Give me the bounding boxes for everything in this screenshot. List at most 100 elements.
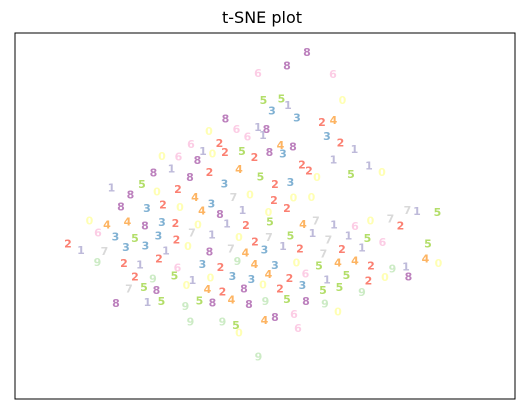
point-digit-6: 6 [379, 236, 387, 249]
point-digit-8: 8 [302, 295, 310, 308]
point-digit-9: 9 [234, 255, 242, 268]
point-digit-6: 6 [244, 130, 252, 143]
point-digit-1: 1 [239, 204, 247, 217]
point-digit-1: 1 [358, 242, 366, 255]
point-digit-3: 3 [299, 279, 307, 292]
point-digit-2: 2 [155, 253, 163, 266]
point-digit-7: 7 [325, 234, 333, 247]
point-digit-9: 9 [321, 298, 329, 311]
point-digit-2: 2 [286, 272, 294, 285]
point-digit-0: 0 [86, 215, 94, 228]
point-digit-2: 2 [159, 199, 167, 212]
point-digit-6: 6 [329, 68, 337, 81]
point-digit-2: 2 [270, 194, 278, 207]
point-digit-1: 1 [279, 240, 287, 253]
point-digit-9: 9 [187, 315, 195, 328]
point-digit-2: 2 [242, 219, 250, 232]
point-digit-0: 0 [259, 279, 267, 292]
point-digit-8: 8 [303, 46, 311, 59]
point-digit-2: 2 [172, 217, 180, 230]
point-digit-5: 5 [138, 178, 146, 191]
point-digit-2: 2 [221, 146, 229, 159]
point-digit-7: 7 [387, 212, 395, 225]
point-digit-3: 3 [155, 230, 163, 243]
point-digit-0: 0 [235, 326, 243, 339]
plot-frame [14, 32, 516, 400]
point-digit-1: 1 [77, 244, 85, 257]
point-digit-3: 3 [268, 105, 276, 118]
point-digit-4: 4 [422, 252, 430, 265]
point-digit-7: 7 [404, 204, 412, 217]
point-digit-2: 2 [283, 202, 291, 215]
point-digit-3: 3 [199, 258, 207, 271]
point-digit-3: 3 [143, 202, 151, 215]
point-digit-2: 2 [367, 259, 375, 272]
point-digit-1: 1 [365, 160, 373, 173]
point-digit-3: 3 [248, 273, 256, 286]
point-digit-5: 5 [232, 319, 240, 332]
point-digit-5: 5 [196, 294, 204, 307]
point-digit-4: 4 [198, 204, 206, 217]
point-digit-3: 3 [293, 111, 301, 124]
point-digit-8: 8 [271, 311, 279, 324]
point-digit-0: 0 [334, 305, 342, 318]
point-digit-5: 5 [287, 229, 295, 242]
point-digit-6: 6 [302, 267, 310, 280]
point-digit-8: 8 [127, 188, 135, 201]
point-digit-1: 1 [223, 218, 231, 231]
point-digit-2: 2 [206, 166, 214, 179]
point-digit-0: 0 [176, 201, 184, 214]
point-digit-4: 4 [235, 163, 243, 176]
point-digit-1: 1 [402, 260, 410, 273]
point-digit-2: 2 [216, 137, 224, 150]
point-digit-3: 3 [279, 147, 287, 160]
point-digit-9: 9 [182, 300, 190, 313]
point-digit-8: 8 [209, 297, 217, 310]
point-digit-2: 2 [365, 275, 373, 288]
point-digit-1: 1 [254, 121, 262, 134]
point-digit-7: 7 [227, 242, 235, 255]
point-digit-9: 9 [94, 256, 102, 269]
point-digit-0: 0 [246, 189, 254, 202]
point-digit-1: 1 [284, 99, 292, 112]
point-digit-5: 5 [364, 232, 372, 245]
point-digit-8: 8 [405, 271, 413, 284]
point-digit-4: 4 [330, 114, 338, 127]
point-digit-2: 2 [217, 261, 225, 274]
point-digit-1: 1 [351, 143, 359, 156]
point-digit-0: 0 [205, 125, 213, 138]
point-digit-1: 1 [189, 274, 197, 287]
point-digit-2: 2 [120, 257, 128, 270]
point-digit-2: 2 [131, 270, 139, 283]
point-digit-3: 3 [323, 130, 331, 143]
point-digit-4: 4 [228, 293, 236, 306]
point-digit-6: 6 [175, 151, 183, 164]
point-digit-0: 0 [378, 166, 386, 179]
point-digit-5: 5 [238, 145, 246, 158]
point-digit-5: 5 [336, 281, 344, 294]
point-digit-3: 3 [122, 241, 130, 254]
point-digit-3: 3 [112, 231, 120, 244]
point-digit-6: 6 [233, 123, 241, 136]
point-digit-6: 6 [174, 262, 182, 275]
point-digit-8: 8 [216, 208, 224, 221]
point-digit-8: 8 [266, 146, 274, 159]
point-digit-2: 2 [174, 183, 182, 196]
point-digit-9: 9 [219, 316, 227, 329]
point-digit-1: 1 [168, 163, 176, 176]
point-digit-2: 2 [397, 219, 405, 232]
point-digit-3: 3 [221, 178, 229, 191]
point-digit-8: 8 [186, 171, 194, 184]
point-digit-1: 1 [108, 182, 116, 195]
point-digit-0: 0 [184, 240, 192, 253]
point-digit-8: 8 [245, 298, 253, 311]
point-digit-2: 2 [337, 136, 345, 149]
point-digit-2: 2 [251, 151, 259, 164]
point-digit-2: 2 [276, 283, 284, 296]
point-digit-8: 8 [153, 284, 161, 297]
point-digit-4: 4 [351, 255, 359, 268]
point-digit-5: 5 [434, 206, 442, 219]
point-digit-7: 7 [125, 282, 133, 295]
point-digit-4: 4 [103, 219, 111, 232]
